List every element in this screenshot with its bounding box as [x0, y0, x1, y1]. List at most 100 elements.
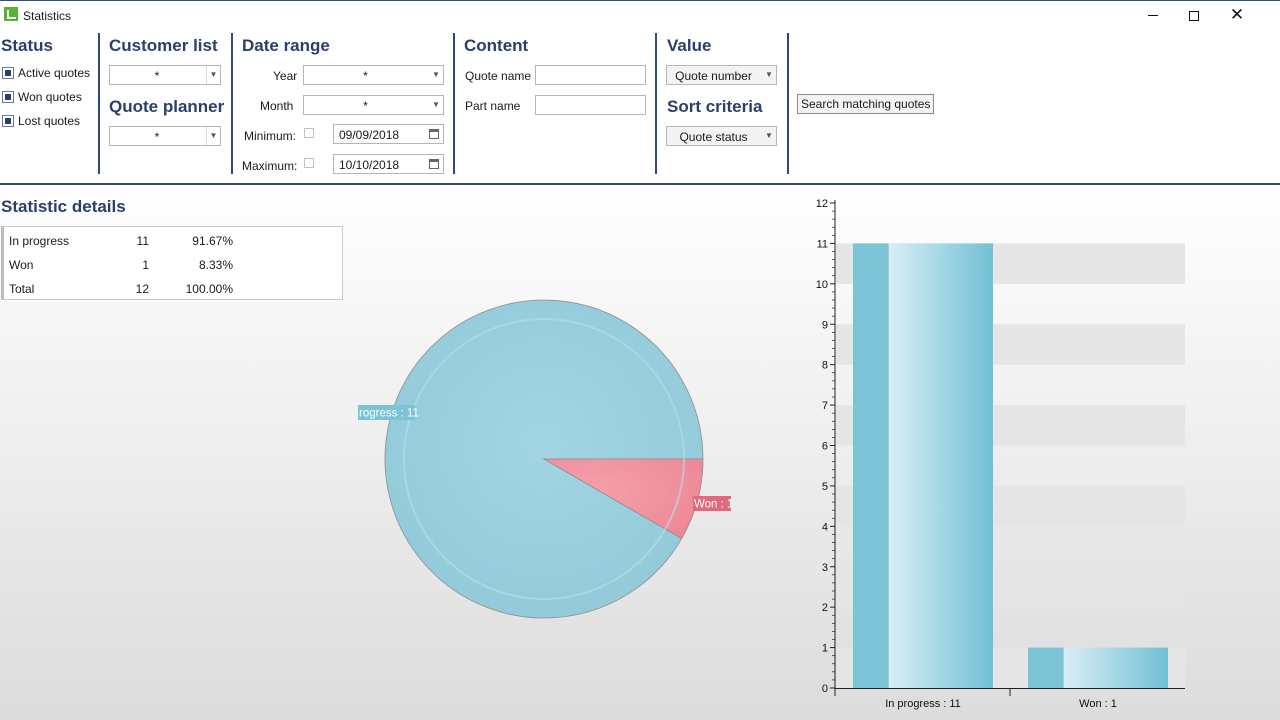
x-tick-label: In progress : 11 [885, 698, 961, 710]
maximum-date-picker[interactable]: 10/10/2018 [333, 154, 444, 174]
y-tick-label: 9 [822, 319, 828, 331]
minimum-date-value: 09/09/2018 [339, 128, 400, 142]
lost-quotes-label: Lost quotes [18, 114, 81, 128]
value-dropdown[interactable]: Quote number ▼ [666, 65, 777, 85]
y-tick-label: 6 [822, 441, 828, 453]
month-label: Month [260, 99, 294, 113]
sort-criteria-dropdown[interactable]: Quote status ▼ [666, 126, 777, 146]
status-heading: Status [1, 36, 53, 55]
table-row: In progress 11 91.67% [9, 230, 339, 250]
quote-name-label: Quote name [465, 69, 532, 83]
pie-slices [384, 299, 704, 619]
close-icon: ✕ [1229, 5, 1245, 25]
sort-criteria-heading: Sort criteria [667, 97, 763, 116]
value-heading: Value [667, 36, 712, 55]
date-range-heading: Date range [242, 36, 330, 55]
customer-list-dropdown[interactable]: * ▼ [109, 65, 221, 85]
sort-criteria-selected: Quote status [679, 130, 748, 144]
bar [1028, 647, 1168, 688]
panel-divider [0, 183, 1280, 185]
row-label: Won [9, 258, 34, 272]
section-divider [231, 33, 233, 174]
content-heading: Content [464, 36, 529, 55]
pie-slice-label: Won : 1 [694, 499, 733, 511]
quote-planner-dropdown[interactable]: * ▼ [109, 126, 221, 146]
minimize-button[interactable] [1130, 1, 1176, 30]
maximize-button[interactable] [1171, 1, 1217, 30]
y-tick-label: 10 [816, 279, 828, 291]
y-tick-label: 11 [817, 238, 828, 250]
active-quotes-label: Active quotes [18, 66, 91, 80]
month-value: * [363, 99, 368, 113]
title-bar: Statistics ✕ [0, 0, 1280, 30]
table-row: Won 1 8.33% [9, 254, 339, 274]
search-matching-quotes-button[interactable]: Search matching quotes [797, 94, 935, 114]
maximum-label: Maximum: [242, 159, 298, 173]
close-button[interactable]: ✕ [1214, 1, 1260, 30]
pie-slice-label: rogress : 11 [359, 408, 419, 420]
row-count: 12 [135, 282, 149, 296]
pie-highlight [403, 318, 685, 600]
row-label: Total [9, 282, 35, 296]
active-quotes-checkbox[interactable] [2, 67, 14, 79]
part-name-label: Part name [465, 99, 521, 113]
year-value: * [363, 69, 368, 83]
minimum-date-picker[interactable]: 09/09/2018 [333, 124, 444, 144]
maximum-date-value: 10/10/2018 [339, 158, 400, 172]
chevron-down-icon: ▼ [765, 70, 773, 79]
quote-planner-heading: Quote planner [109, 97, 225, 116]
section-divider [98, 33, 100, 174]
section-divider [655, 33, 657, 174]
y-tick-label: 2 [822, 602, 828, 614]
pie-label-background [693, 496, 731, 511]
quote-name-input[interactable] [535, 65, 646, 85]
minimize-icon [1148, 15, 1158, 16]
y-tick-label: 7 [822, 400, 828, 412]
quote-planner-value: * [154, 130, 160, 144]
lost-quotes-checkbox[interactable] [2, 115, 14, 127]
calendar-icon[interactable] [429, 129, 439, 139]
pie-label-background [358, 405, 415, 420]
minimum-date-checkbox[interactable] [304, 128, 314, 138]
bar [853, 243, 993, 688]
y-tick-label: 0 [822, 683, 828, 695]
row-percent: 91.67% [192, 234, 233, 248]
section-divider [453, 33, 455, 174]
chevron-down-icon: ▼ [765, 131, 773, 140]
chevron-down-icon: ▼ [206, 66, 220, 84]
year-dropdown[interactable]: * ▼ [303, 65, 444, 85]
y-tick-label: 8 [822, 360, 828, 372]
customer-list-value: * [154, 69, 160, 83]
row-percent: 8.33% [198, 258, 233, 272]
table-row: Total 12 100.00% [9, 278, 339, 298]
won-quotes-checkbox[interactable] [2, 91, 14, 103]
year-label: Year [273, 69, 298, 83]
won-quotes-label: Won quotes [18, 90, 82, 104]
y-tick-label: 3 [822, 562, 828, 574]
window-title: Statistics [23, 9, 72, 23]
chevron-down-icon: ▼ [432, 100, 440, 109]
chevron-down-icon: ▼ [432, 70, 440, 79]
calendar-icon[interactable] [429, 159, 439, 169]
y-tick-label: 12 [816, 198, 828, 210]
maximum-date-checkbox[interactable] [304, 158, 314, 168]
value-selected: Quote number [675, 69, 752, 83]
pie-labels: rogress : 11 Won : 1 [358, 405, 733, 511]
x-tick-label: Won : 1 [1079, 698, 1117, 710]
statistics-table: In progress 11 91.67% Won 1 8.33% Total … [1, 226, 343, 300]
month-dropdown[interactable]: * ▼ [303, 95, 444, 115]
part-name-input[interactable] [535, 95, 646, 115]
row-count: 1 [142, 258, 149, 272]
row-count: 11 [136, 234, 149, 248]
customer-list-heading: Customer list [109, 36, 218, 55]
y-tick-label: 4 [822, 521, 828, 533]
pie-chart: rogress : 11 Won : 1 [358, 299, 733, 619]
y-tick-label: 5 [822, 481, 828, 493]
app-logo-icon [4, 7, 18, 21]
bar-bars [853, 243, 1168, 688]
minimum-label: Minimum: [244, 129, 297, 143]
row-percent: 100.00% [185, 282, 233, 296]
statistic-details-heading: Statistic details [1, 197, 126, 216]
